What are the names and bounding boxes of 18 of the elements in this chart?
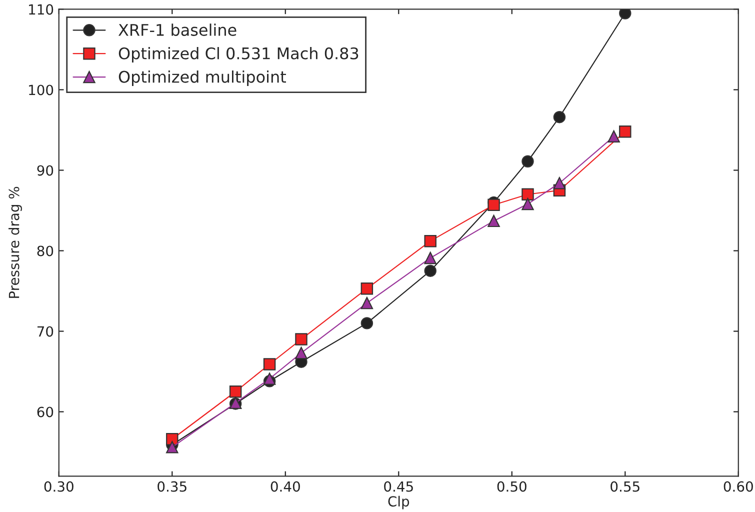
- x-tick-label: 0.40: [270, 481, 300, 492]
- x-tick-label: 0.35: [158, 481, 186, 492]
- y-tick-label: 60: [37, 406, 54, 418]
- x-tick-label: 0.50: [497, 481, 526, 492]
- y-axis-title: Pressure drag %: [8, 186, 22, 298]
- y-tick-label: 110: [29, 4, 54, 15]
- y-tick-label: 70: [37, 326, 54, 337]
- x-tick-label: 0.60: [724, 481, 753, 492]
- x-tick-label: 0.30: [44, 481, 74, 492]
- y-tick-label: 100: [29, 84, 54, 96]
- x-tick-label: 0.55: [610, 481, 640, 492]
- legend-label: Optimized Cl 0.531 Mach 0.83: [118, 47, 358, 62]
- x-axis-title: Clp: [388, 496, 410, 510]
- y-tick-label: 80: [37, 246, 54, 256]
- legend-label: XRF-1 baseline: [118, 24, 236, 36]
- x-tick-label: 0.45: [384, 481, 413, 492]
- legend-label: Optimized multipoint: [118, 70, 286, 86]
- y-tick-label: 90: [37, 165, 54, 176]
